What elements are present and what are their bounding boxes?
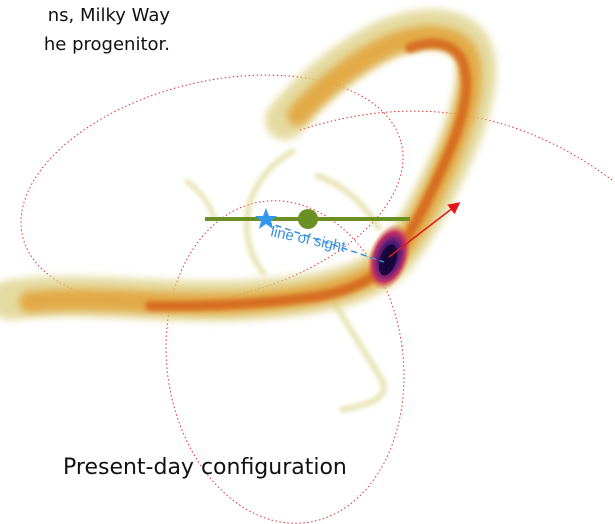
faint-stream-arcs	[183, 147, 387, 413]
caption-line-2: he progenitor.	[43, 34, 170, 55]
line-of-sight-arrow	[265, 221, 385, 263]
milky-way-center-dot	[298, 209, 318, 229]
caption-line-1: ns, Milky Way	[47, 5, 170, 26]
orbit-ellipse-left	[20, 74, 404, 306]
orbit-ellipse-lower	[165, 200, 405, 524]
arrow-icon	[388, 202, 461, 258]
stream-core	[145, 38, 472, 312]
present-day-caption: Present-day configuration	[63, 455, 347, 480]
progenitor-core-dark	[378, 244, 398, 276]
